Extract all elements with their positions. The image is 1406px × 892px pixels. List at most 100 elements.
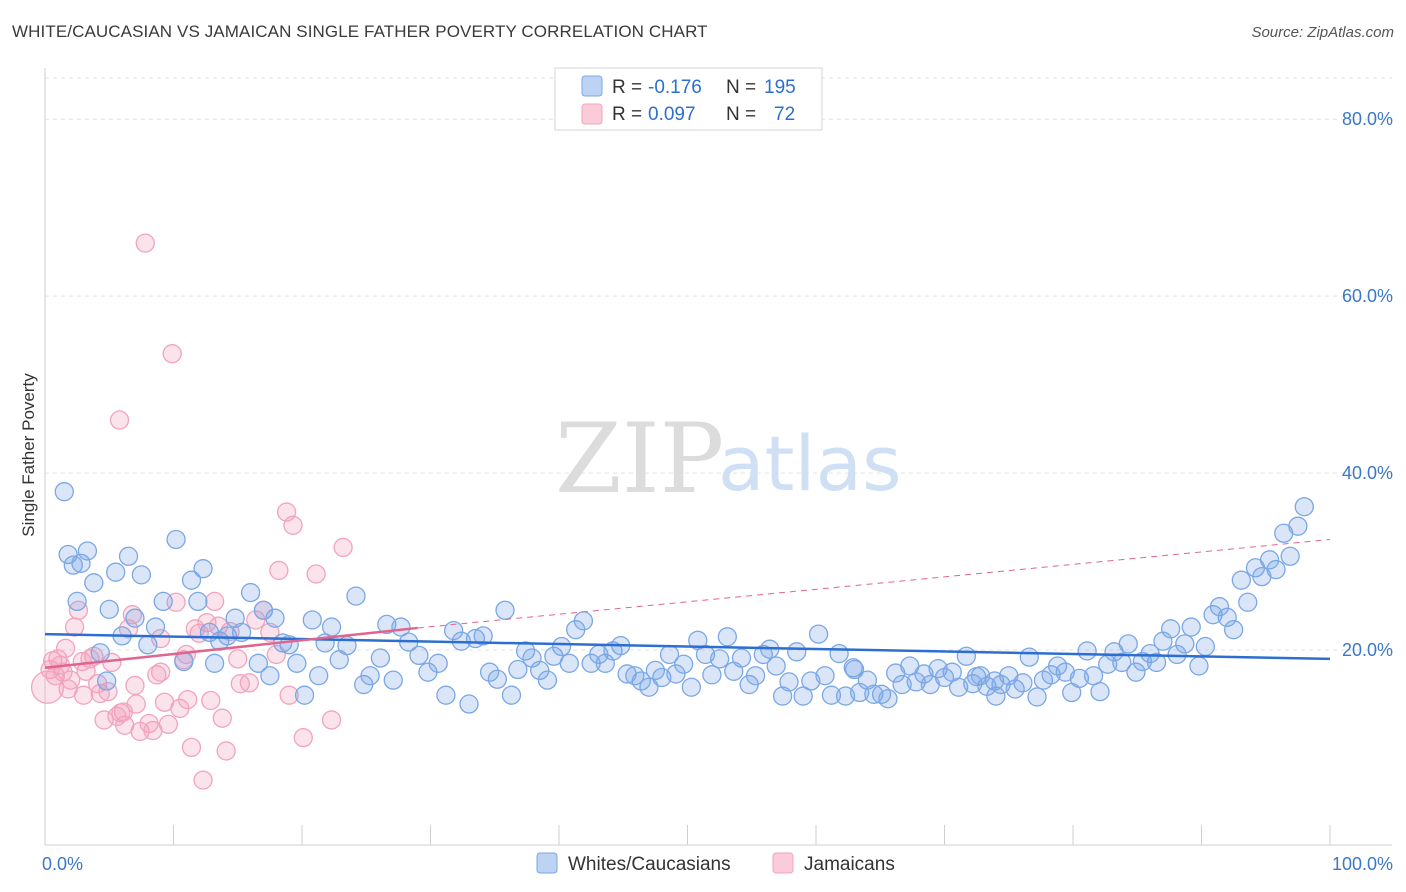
- jamaican-point-58: [293, 727, 313, 748]
- white-point-166: [1223, 620, 1244, 640]
- legend-n-value-jamaican: 72: [774, 104, 795, 125]
- white-point-0: [54, 482, 74, 502]
- white-point-103: [779, 672, 799, 692]
- white-point-27: [225, 608, 245, 628]
- white-point-152: [1126, 662, 1146, 682]
- jamaican-point-9: [61, 670, 81, 690]
- watermark: ZIP atlas: [555, 403, 902, 515]
- white-point-157: [1161, 619, 1181, 639]
- white-point-85: [652, 667, 672, 688]
- jamaican-point-35: [162, 344, 182, 364]
- watermark-zip: ZIP: [555, 403, 724, 515]
- white-point-176: [1294, 497, 1314, 517]
- chart-title: WHITE/CAUCASIAN VS JAMAICAN SINGLE FATHE…: [12, 22, 708, 41]
- white-point-110: [829, 643, 849, 664]
- white-point-178: [966, 666, 987, 687]
- white-point-44: [346, 586, 366, 606]
- white-point-145: [1077, 641, 1097, 661]
- white-point-22: [193, 559, 213, 579]
- white-point-5: [77, 541, 98, 561]
- series-legend-swatch-white: [536, 852, 558, 874]
- white-point-94: [717, 627, 737, 647]
- legend-n-value-white: 195: [764, 77, 796, 98]
- white-point-64: [501, 685, 522, 705]
- white-point-20: [181, 570, 202, 590]
- white-point-122: [914, 664, 934, 684]
- y-tick-label-1: 40.0%: [1342, 463, 1393, 483]
- white-point-136: [1013, 673, 1033, 693]
- white-point-9: [99, 599, 119, 620]
- jamaican-point-61: [333, 537, 353, 558]
- series-legend: Whites/Caucasians Jamaicans: [536, 852, 895, 875]
- trendline-jamaican-1: [44, 626, 418, 669]
- y-tick-label-0: 20.0%: [1342, 640, 1393, 660]
- white-point-98: [745, 666, 766, 686]
- legend-r-label-jamaican: R =: [612, 104, 642, 125]
- jamaican-point-49: [216, 741, 236, 761]
- jamaican-point-7: [55, 638, 76, 658]
- series-legend-label-white: Whites/Caucasians: [568, 854, 731, 875]
- jamaican-point-66: [73, 685, 94, 705]
- white-point-69: [537, 670, 558, 690]
- white-point-175: [1288, 516, 1308, 536]
- white-point-92: [702, 665, 722, 685]
- y-tick-label-3: 80.0%: [1342, 109, 1393, 129]
- white-point-48: [377, 614, 397, 635]
- white-point-144: [1069, 668, 1090, 689]
- white-point-72: [559, 653, 579, 673]
- white-point-138: [1027, 687, 1047, 707]
- white-point-109: [821, 685, 842, 705]
- white-point-3: [67, 591, 87, 612]
- jamaican-point-48: [212, 708, 232, 728]
- white-point-107: [808, 624, 829, 644]
- jamaican-point-71: [260, 622, 280, 643]
- white-point-15: [138, 635, 158, 655]
- jamaican-point-39: [177, 689, 198, 710]
- white-point-177: [986, 686, 1006, 706]
- white-point-29: [240, 582, 261, 603]
- white-point-151: [1118, 634, 1138, 654]
- jamaican-point-40: [181, 737, 202, 758]
- white-point-65: [508, 659, 528, 680]
- white-point-99: [753, 644, 773, 665]
- white-point-39: [309, 666, 329, 686]
- white-point-7: [90, 643, 110, 663]
- white-point-60: [473, 626, 493, 646]
- jamaican-point-60: [321, 710, 342, 730]
- white-point-88: [673, 654, 694, 674]
- white-point-10: [106, 562, 126, 582]
- white-point-147: [1090, 681, 1110, 702]
- legend-r-label-white: R =: [612, 77, 642, 98]
- white-point-30: [248, 653, 268, 673]
- watermark-atlas: atlas: [718, 419, 902, 508]
- jamaican-point-64: [266, 644, 286, 665]
- white-point-167: [1231, 570, 1251, 590]
- jamaican-point-67: [125, 675, 145, 696]
- white-point-49: [383, 670, 403, 690]
- jamaican-point-57: [283, 515, 303, 535]
- white-point-161: [1189, 656, 1209, 676]
- white-point-135: [1005, 679, 1025, 699]
- white-point-93: [709, 649, 730, 669]
- white-point-52: [409, 645, 429, 666]
- white-point-163: [1203, 605, 1223, 625]
- legend-r-value-jamaican: 0.097: [648, 104, 696, 125]
- jamaican-point-62: [109, 410, 130, 430]
- white-point-104: [787, 642, 807, 662]
- trendlines: [44, 538, 1331, 669]
- white-point-68: [530, 660, 550, 681]
- white-point-102: [772, 686, 793, 706]
- trendline-white-0: [44, 632, 1331, 661]
- white-point-150: [1112, 652, 1132, 673]
- white-point-87: [666, 664, 686, 684]
- white-point-127: [948, 677, 969, 697]
- white-point-47: [370, 648, 391, 668]
- white-point-50: [391, 617, 411, 637]
- white-point-41: [321, 617, 342, 637]
- x-tick-label-0: 0.0%: [42, 854, 83, 874]
- jamaican-point-70: [228, 649, 248, 669]
- white-point-54: [428, 653, 448, 673]
- white-point-171: [1259, 550, 1280, 570]
- chart-source: Source: ZipAtlas.com: [1251, 24, 1394, 41]
- y-tick-label-2: 60.0%: [1342, 286, 1393, 306]
